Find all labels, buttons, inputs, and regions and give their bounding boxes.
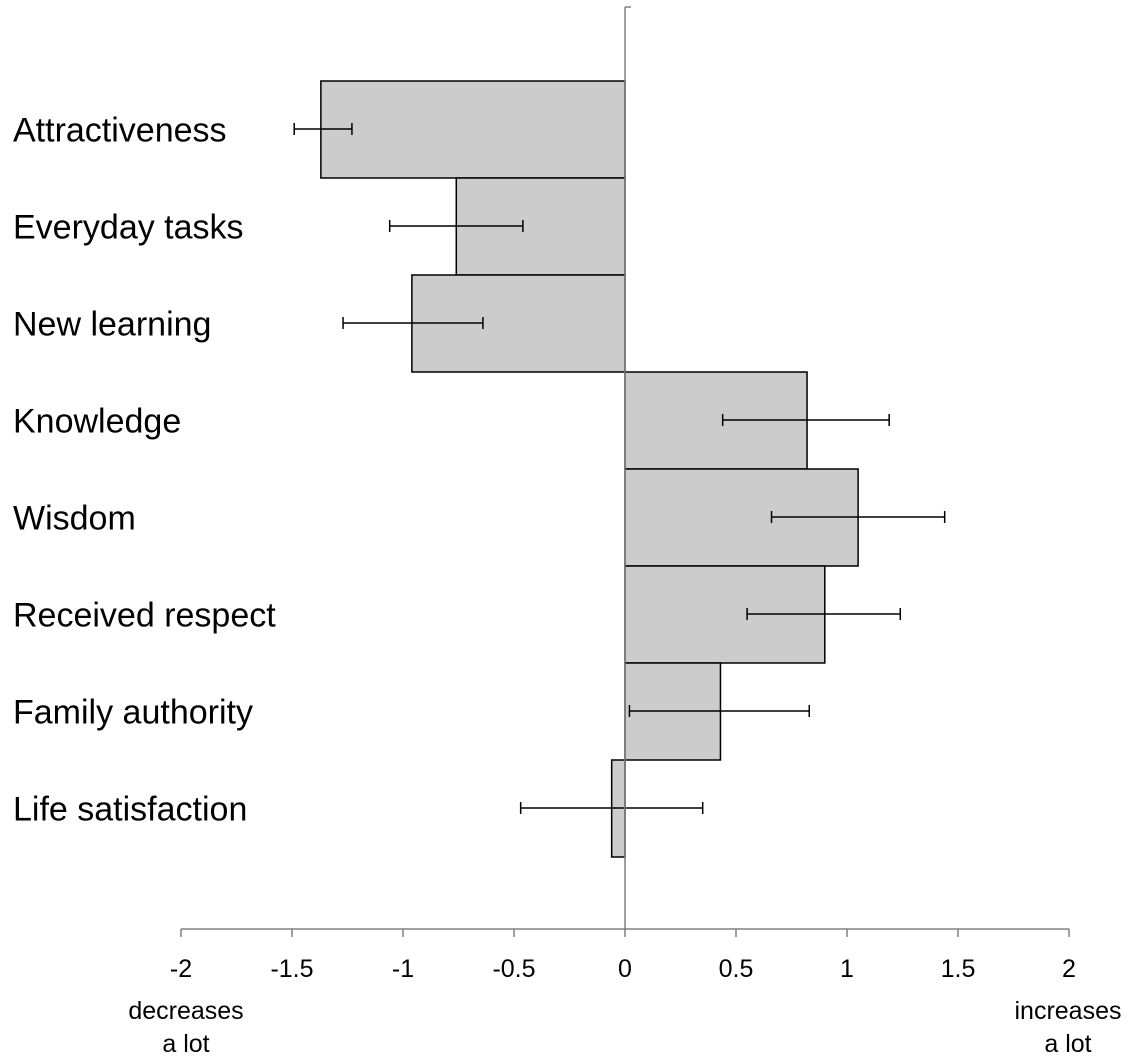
axes-layer — [180, 6, 1070, 937]
category-label-everyday-tasks: Everyday tasks — [13, 209, 244, 247]
labels-layer: Attractiveness Everyday tasks New learning… — [13, 112, 276, 829]
x-tick-label: 1.5 — [941, 955, 976, 983]
category-label-attractiveness: Attractiveness — [13, 112, 227, 150]
x-tick-label: -1 — [392, 955, 414, 983]
end-labels-layer: decreases a lot increases a lot — [128, 997, 1121, 1058]
error-bar-knowledge — [721, 414, 890, 426]
x-left-end-label-line2: a lot — [162, 1030, 209, 1058]
error-bar-everyday-tasks — [388, 220, 524, 232]
error-bar-family-authority — [628, 705, 811, 717]
x-tick-label: -0.5 — [492, 955, 535, 983]
error-bar-attractiveness — [293, 123, 353, 135]
error-bar-wisdom — [770, 511, 946, 523]
x-tick-label: -1.5 — [270, 955, 313, 983]
x-tick-label: 0.5 — [719, 955, 754, 983]
x-left-end-label-line1: decreases — [128, 997, 243, 1025]
error-bar-life-satisfaction — [519, 802, 704, 814]
x-tick-label: 1 — [840, 955, 854, 983]
tick-labels-layer: -2 -1.5 -1 -0.5 0 0.5 1 1.5 2 — [170, 955, 1076, 983]
category-label-life-satisfaction: Life satisfaction — [13, 791, 247, 829]
x-tick-label: -2 — [170, 955, 192, 983]
category-label-new-learning: New learning — [13, 306, 211, 344]
category-label-wisdom: Wisdom — [13, 500, 136, 538]
x-right-end-label-line1: increases — [1015, 997, 1122, 1025]
x-tick-label: 0 — [618, 955, 632, 983]
bar-attractiveness — [320, 80, 626, 179]
category-label-family-authority: Family authority — [13, 694, 253, 732]
category-label-knowledge: Knowledge — [13, 403, 181, 441]
category-label-received-respect: Received respect — [13, 597, 276, 635]
x-right-end-label-line2: a lot — [1044, 1030, 1091, 1058]
error-bar-received-respect — [746, 608, 902, 620]
bars-layer — [293, 80, 946, 858]
error-bar-new-learning — [342, 317, 484, 329]
x-tick-label: 2 — [1062, 955, 1076, 983]
